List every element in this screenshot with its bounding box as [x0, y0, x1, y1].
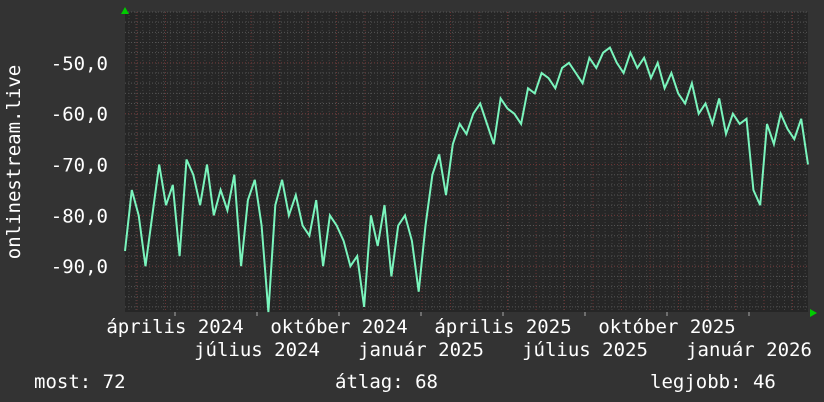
y-tick-label: -50,0	[51, 53, 108, 75]
plot-area	[125, 12, 808, 312]
legend-average: átlag: 68	[335, 371, 438, 393]
x-tick-label: április 2025	[434, 316, 571, 338]
x-tick-label: október 2024	[270, 316, 407, 338]
x-tick-label: október 2025	[598, 316, 735, 338]
x-tick-label: január 2025	[358, 339, 484, 361]
x-axis-arrow-icon	[810, 309, 817, 317]
y-axis-arrow-icon	[121, 7, 129, 14]
series-line	[124, 46, 809, 313]
y-tick-label: -90,0	[51, 256, 108, 278]
y-axis-ticks: -50,0 -60,0 -70,0 -80,0 -90,0	[51, 53, 108, 278]
legend-current: most: 72	[34, 371, 126, 393]
x-tick-label: július 2024	[194, 339, 320, 361]
x-tick-label: január 2026	[686, 339, 812, 361]
grid	[125, 11, 808, 312]
x-tick-label: július 2025	[522, 339, 648, 361]
y-tick-label: -60,0	[51, 104, 108, 126]
legend-best: legjobb: 46	[650, 371, 776, 393]
y-tick-label: -70,0	[51, 155, 108, 177]
y-tick-label: -80,0	[51, 205, 108, 227]
y-axis-label: onlinestream.live	[3, 65, 25, 259]
x-tick-label: április 2024	[106, 316, 243, 338]
